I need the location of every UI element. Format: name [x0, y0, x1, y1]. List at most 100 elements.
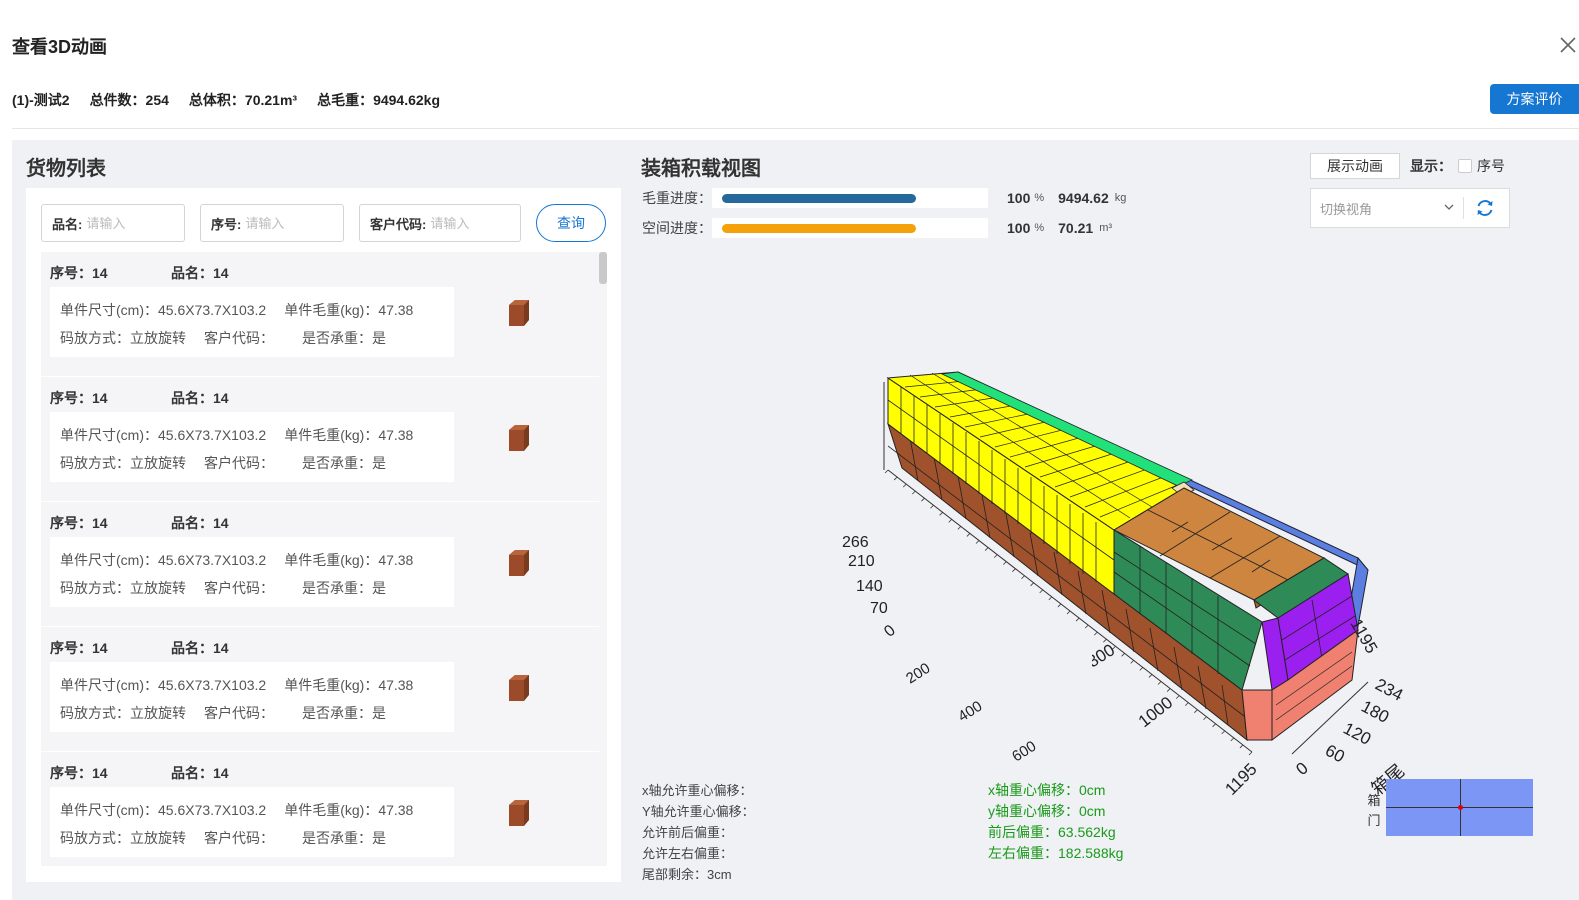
allowed-left-right: 允许左右偏重： [642, 846, 734, 861]
cargo-customer: 客户代码： [204, 330, 274, 346]
length-tick-400: 400 [955, 698, 985, 726]
cargo-name: 品名：14 [171, 640, 229, 656]
cargo-placement: 码放方式：立放旋转 [60, 330, 186, 346]
purple-cargo-lines [1281, 595, 1356, 661]
cargo-seq: 序号：14 [50, 640, 108, 656]
space-progress-value: 70.21 [1058, 220, 1094, 236]
length-axis-tick [1157, 681, 1162, 685]
view-separator [1463, 197, 1464, 219]
weight-progress-value: 9494.62 [1058, 190, 1109, 206]
space-unit: m³ [1099, 222, 1113, 234]
cargo-detail-row-2: 码放方式：立放旋转 客户代码： 是否承重：是 [60, 578, 386, 598]
cargo-detail-card: 单件尺寸(cm)：45.6X73.7X103.2 单件毛重(kg)：47.38 码… [50, 537, 454, 607]
weight-percent-unit: % [1034, 192, 1045, 204]
show-animation-button[interactable]: 展示动画 [1310, 153, 1400, 179]
chevron-down-icon [1444, 204, 1454, 210]
length-axis-tick [1185, 702, 1189, 706]
length-tick-1195: 1195 [1221, 760, 1260, 799]
query-button[interactable]: 查询 [536, 204, 606, 242]
yellow-cargo-lines [887, 387, 1115, 582]
cargo-name: 品名：14 [171, 765, 229, 781]
space-progress-fill [722, 224, 916, 233]
length-axis-tick [930, 504, 934, 509]
length-axis-tick [1148, 674, 1153, 678]
cargo-size: 单件尺寸(cm)：45.6X73.7X103.2 [60, 552, 267, 568]
seq-field[interactable]: 序号: [200, 204, 344, 242]
loading-view-title: 装箱积载视图 [641, 158, 761, 180]
height-tick-140: 140 [856, 578, 883, 595]
cargo-seq: 序号：14 [50, 515, 108, 531]
allowed-front-back: 允许前后偏重： [642, 825, 734, 840]
cargo-customer: 客户代码： [204, 455, 274, 471]
weight-progress-track [712, 188, 988, 208]
list-scrollbar[interactable] [599, 252, 607, 866]
left-right-imbalance: 左右偏重：182.588kg [988, 845, 1124, 861]
cargo-size: 单件尺寸(cm)：45.6X73.7X103.2 [60, 427, 267, 443]
cargo-detail-row-1: 单件尺寸(cm)：45.6X73.7X103.2 单件毛重(kg)：47.38 [60, 675, 413, 695]
plan-name: (1)-测试2 [12, 92, 70, 108]
cargo-list: 序号：14 品名：14 单件尺寸(cm)：45.6X73.7X103.2 单件毛重… [41, 252, 599, 866]
customer-input[interactable] [430, 215, 501, 231]
length-axis-tick [1175, 695, 1180, 699]
total-volume: 总体积：70.21m³ [188, 92, 298, 108]
tan-cargo-lines [1147, 509, 1289, 581]
cargo-list-item[interactable]: 序号：14 品名：14 单件尺寸(cm)：45.6X73.7X103.2 单件毛重… [41, 502, 599, 627]
length-axis-tick [1248, 751, 1253, 756]
refresh-icon[interactable] [1471, 196, 1499, 220]
door-label: 箱 门 [1367, 791, 1381, 831]
door-label-2: 门 [1367, 813, 1381, 828]
length-tick-800: 800 [1092, 640, 1118, 671]
cargo-box-icon [509, 550, 529, 576]
tail-remaining: 尾部剩余：3cm [642, 867, 732, 882]
salmon-cargo-lines [1275, 651, 1353, 721]
cargo-item-header: 序号：14 品名：14 [50, 263, 229, 283]
cargo-item-header: 序号：14 品名：14 [50, 638, 229, 658]
cargo-list-item[interactable]: 序号：14 品名：14 单件尺寸(cm)：45.6X73.7X103.2 单件毛重… [41, 252, 599, 377]
cargo-list-item[interactable]: 序号：14 品名：14 单件尺寸(cm)：45.6X73.7X103.2 单件毛重… [41, 752, 599, 866]
seq-checkbox-label[interactable]: 序号 [1477, 158, 1505, 174]
main-area: 货物列表 品名: 序号: 客户代码: 查询 序号：14 品名：14 单件尺寸 [12, 140, 1579, 900]
close-icon[interactable] [1557, 34, 1579, 56]
cargo-detail-row-1: 单件尺寸(cm)：45.6X73.7X103.2 单件毛重(kg)：47.38 [60, 800, 413, 820]
length-axis-tick [1075, 617, 1080, 622]
cargo-box-icon [509, 300, 529, 326]
cargo-item-header: 序号：14 品名：14 [50, 513, 229, 533]
cargo-seq: 序号：14 [50, 265, 108, 281]
door-label-1: 箱 [1367, 793, 1381, 808]
cargo-list-panel: 品名: 序号: 客户代码: 查询 序号：14 品名：14 单件尺寸(cm)：45… [26, 188, 621, 882]
cargo-list-title: 货物列表 [26, 158, 106, 180]
cargo-placement: 码放方式：立放旋转 [60, 830, 186, 846]
cargo-list-item[interactable]: 序号：14 品名：14 单件尺寸(cm)：45.6X73.7X103.2 单件毛重… [41, 627, 599, 752]
length-axis-tick [975, 540, 980, 544]
plan-evaluation-button[interactable]: 方案评价 [1490, 84, 1579, 114]
cargo-name: 品名：14 [171, 265, 229, 281]
name-field[interactable]: 品名: [41, 204, 185, 242]
length-axis-tick [1103, 638, 1107, 643]
cargo-weight: 单件毛重(kg)：47.38 [284, 427, 414, 443]
length-axis-tick [1066, 610, 1071, 615]
cargo-placement: 码放方式：立放旋转 [60, 455, 186, 471]
search-row: 品名: 序号: 客户代码: 查询 [41, 204, 606, 242]
length-axis-tick [1230, 737, 1235, 742]
height-tick-210: 210 [848, 553, 875, 570]
cargo-list-item[interactable]: 序号：14 品名：14 单件尺寸(cm)：45.6X73.7X103.2 单件毛重… [41, 377, 599, 502]
name-input[interactable] [86, 215, 167, 231]
view-angle-select[interactable]: 切换视角 [1311, 189, 1463, 227]
cargo-detail-card: 单件尺寸(cm)：45.6X73.7X103.2 单件毛重(kg)：47.38 码… [50, 287, 454, 357]
cargo-detail-row-2: 码放方式：立放旋转 客户代码： 是否承重：是 [60, 828, 386, 848]
customer-field[interactable]: 客户代码: [359, 204, 521, 242]
seq-checkbox[interactable] [1458, 159, 1472, 173]
length-axis-tick [1212, 723, 1216, 728]
container-3d-view[interactable]: 266 210 140 70 0 200 400 600 [792, 360, 1442, 780]
length-tick-200: 200 [903, 660, 933, 688]
cargo-name: 品名：14 [171, 515, 229, 531]
scrollbar-thumb[interactable] [599, 252, 607, 284]
brown-cargo-lines [887, 437, 1245, 726]
width-tick-180: 180 [1358, 697, 1392, 727]
length-axis-tick [957, 526, 962, 530]
space-progress: 空间进度： 100 % 70.21 m³ [642, 218, 1112, 238]
view-controls: 切换视角 [1310, 188, 1510, 228]
far-end-tick-1195: 1195 [1347, 620, 1382, 657]
length-axis-tick [1203, 716, 1207, 721]
seq-input[interactable] [245, 215, 326, 231]
